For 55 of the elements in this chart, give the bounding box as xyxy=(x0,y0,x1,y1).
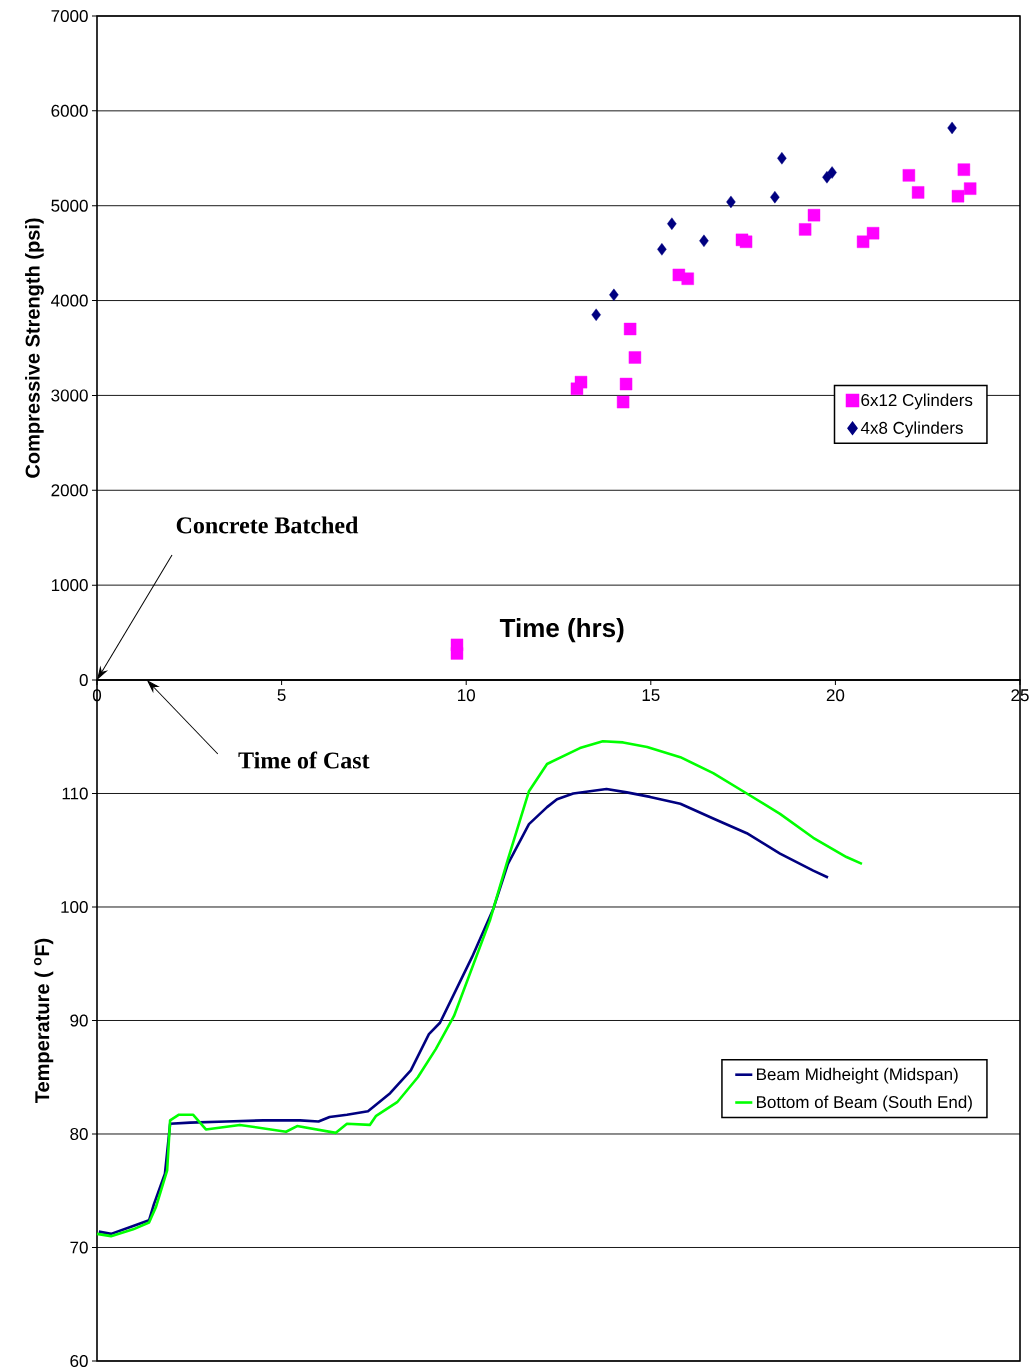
point xyxy=(681,272,694,285)
x-tick-label: 20 xyxy=(826,689,845,702)
y-tick-label: 2000 xyxy=(51,484,88,497)
point xyxy=(866,227,880,240)
x-tick-label: 5 xyxy=(277,689,286,702)
y-tick-label: 110 xyxy=(62,787,88,800)
y-tick-label: 0 xyxy=(79,673,88,687)
point xyxy=(957,163,971,176)
point xyxy=(623,322,637,336)
legend-label: Bottom of Beam (South End) xyxy=(757,1095,972,1112)
legend-label: 6x12 Cylinders xyxy=(861,393,973,410)
point xyxy=(699,234,709,247)
y-tick-label: 80 xyxy=(70,1127,88,1141)
point xyxy=(574,375,588,389)
y-tick-label: 70 xyxy=(70,1241,88,1254)
y-axis-title: Temperature ( $^{o}$F) xyxy=(34,938,54,1103)
y-tick-label: 100 xyxy=(61,900,88,914)
point xyxy=(777,152,787,165)
point xyxy=(726,195,736,209)
y-tick-label: 6000 xyxy=(51,104,88,117)
point xyxy=(947,121,957,135)
point xyxy=(616,395,630,409)
x-tick-label: 10 xyxy=(458,689,475,702)
y-tick-label: 7000 xyxy=(51,9,88,23)
point xyxy=(963,182,977,195)
point xyxy=(951,190,965,203)
point xyxy=(450,647,464,660)
x-tick-label: 15 xyxy=(642,689,660,702)
annotation: Time of Cast xyxy=(238,751,370,769)
point xyxy=(856,235,870,248)
y-tick-label: 1000 xyxy=(51,579,88,592)
y-axis-title: Compressive Strength (psi) xyxy=(25,218,44,478)
annotation: Concrete Batched xyxy=(176,516,359,534)
point xyxy=(902,169,916,182)
point xyxy=(911,186,925,199)
point xyxy=(667,217,677,230)
point xyxy=(739,235,753,248)
point xyxy=(798,223,812,236)
point xyxy=(628,351,642,364)
point xyxy=(619,377,633,391)
y-tick-label: 3000 xyxy=(51,389,88,402)
y-tick-label: 90 xyxy=(70,1014,88,1027)
y-tick-label: 5000 xyxy=(51,199,88,212)
legend-label: 4x8 Cylinders xyxy=(860,421,963,438)
point xyxy=(657,243,667,256)
point xyxy=(770,190,780,204)
legend-label: Beam Midheight (Midspan) xyxy=(757,1067,958,1084)
x-axis-title: Time (hrs) xyxy=(499,618,624,643)
point xyxy=(827,166,837,179)
point xyxy=(591,308,601,321)
y-tick-label: 4000 xyxy=(51,294,88,307)
y-tick-label: 60 xyxy=(70,1354,88,1368)
point xyxy=(609,288,619,302)
point xyxy=(822,171,832,184)
point xyxy=(807,208,821,222)
